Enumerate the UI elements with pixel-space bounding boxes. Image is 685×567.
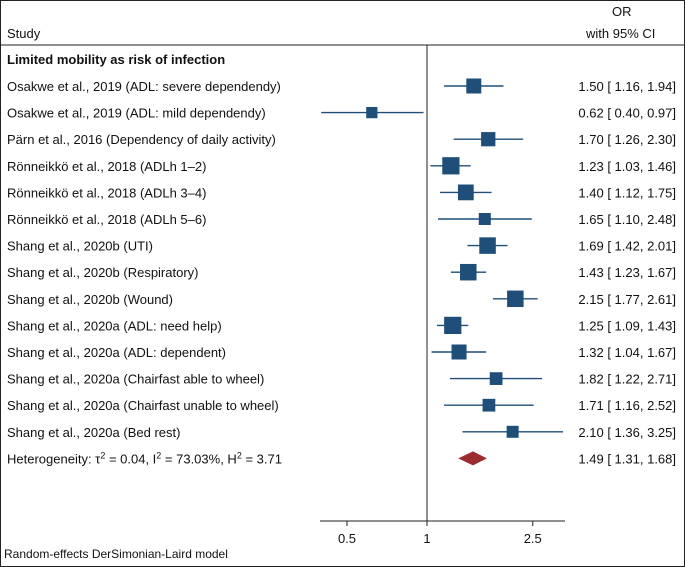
- estimate-text: 1.32 [ 1.04, 1.67]: [578, 345, 676, 360]
- study-label: Osakwe et al., 2019 (ADL: severe depende…: [7, 79, 281, 94]
- estimate-text: 1.23 [ 1.03, 1.46]: [578, 159, 676, 174]
- point-estimate-marker: [451, 344, 467, 360]
- study-label: Pärn et al., 2016 (Dependency of daily a…: [7, 132, 276, 147]
- x-tick-label: 2.5: [524, 531, 542, 546]
- study-label: Rönneikkö et al., 2018 (ADLh 5–6): [7, 212, 206, 227]
- or-column-header: OR: [612, 4, 632, 19]
- estimate-text: 1.69 [ 1.42, 2.01]: [578, 239, 676, 254]
- section-title: Limited mobility as risk of infection: [7, 52, 226, 67]
- model-footnote: Random-effects DerSimonian-Laird model: [4, 547, 228, 561]
- point-estimate-marker: [482, 398, 496, 412]
- study-label: Shang et al., 2020b (Wound): [7, 292, 173, 307]
- study-label: Shang et al., 2020b (Respiratory): [7, 265, 199, 280]
- point-estimate-marker: [444, 316, 462, 335]
- study-label: Shang et al., 2020b (UTI): [7, 239, 153, 254]
- estimate-text: 1.50 [ 1.16, 1.94]: [578, 79, 676, 94]
- point-estimate-marker: [481, 132, 496, 147]
- estimate-text: 1.43 [ 1.23, 1.67]: [578, 265, 676, 280]
- estimate-text: 2.15 [ 1.77, 2.61]: [578, 292, 676, 307]
- study-label: Rönneikkö et al., 2018 (ADLh 1–2): [7, 159, 206, 174]
- point-estimate-marker: [366, 106, 378, 119]
- study-label: Rönneikkö et al., 2018 (ADLh 3–4): [7, 185, 206, 200]
- point-estimate-marker: [479, 237, 496, 254]
- ci-column-header: with 95% CI: [586, 26, 656, 41]
- study-label: Shang et al., 2020a (ADL: dependent): [7, 345, 226, 360]
- study-label: Shang et al., 2020a (Bed rest): [7, 425, 180, 440]
- point-estimate-marker: [489, 372, 503, 385]
- point-estimate-marker: [506, 425, 519, 438]
- point-estimate-marker: [460, 263, 477, 281]
- overall-estimate-text: 1.49 [ 1.31, 1.68]: [578, 451, 676, 466]
- point-estimate-marker: [457, 184, 474, 201]
- point-estimate-marker: [507, 290, 524, 308]
- estimate-text: 1.65 [ 1.10, 2.48]: [578, 212, 676, 227]
- estimate-text: 0.62 [ 0.40, 0.97]: [578, 106, 676, 121]
- estimate-text: 1.71 [ 1.16, 2.52]: [578, 398, 676, 413]
- point-estimate-marker: [442, 157, 460, 175]
- x-tick-label: 0.5: [338, 531, 356, 546]
- estimate-text: 1.70 [ 1.26, 2.30]: [578, 132, 676, 147]
- heterogeneity-label: Heterogeneity: τ2 = 0.04, I2 = 73.03%, H…: [7, 450, 282, 466]
- point-estimate-marker: [466, 78, 482, 94]
- overall-diamond: [458, 451, 487, 466]
- study-label: Shang et al., 2020a (ADL: need help): [7, 318, 222, 333]
- study-label: Shang et al., 2020a (Chairfast unable to…: [7, 398, 279, 413]
- point-estimate-marker: [478, 213, 491, 225]
- estimate-text: 1.40 [ 1.12, 1.75]: [578, 185, 676, 200]
- x-tick-label: 1: [423, 531, 430, 546]
- estimate-text: 1.25 [ 1.09, 1.43]: [578, 318, 676, 333]
- study-label: Shang et al., 2020a (Chairfast able to w…: [7, 372, 264, 387]
- study-label: Osakwe et al., 2019 (ADL: mild dependend…: [7, 106, 266, 121]
- estimate-text: 2.10 [ 1.36, 3.25]: [578, 425, 676, 440]
- estimate-text: 1.82 [ 1.22, 2.71]: [578, 372, 676, 387]
- study-column-header: Study: [7, 26, 41, 41]
